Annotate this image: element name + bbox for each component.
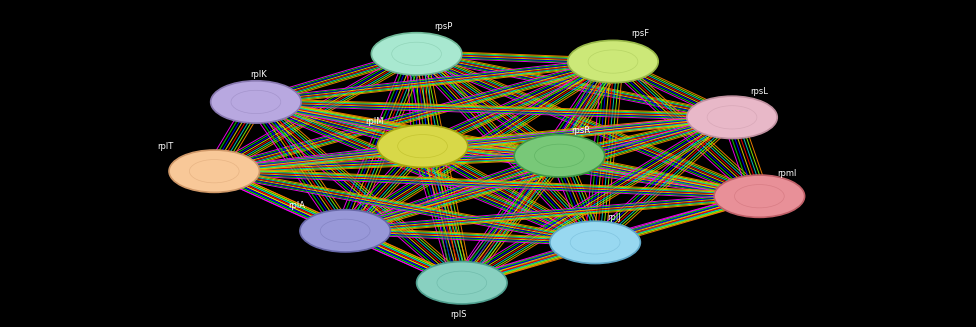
Ellipse shape	[211, 81, 302, 123]
Ellipse shape	[378, 125, 468, 167]
Ellipse shape	[169, 150, 260, 192]
Text: rpsR: rpsR	[571, 126, 590, 135]
Text: rplJ: rplJ	[607, 213, 621, 222]
Text: rpsP: rpsP	[434, 22, 453, 31]
Ellipse shape	[568, 41, 658, 83]
Text: rplK: rplK	[250, 70, 266, 79]
Ellipse shape	[549, 221, 640, 264]
Text: rplT: rplT	[157, 142, 174, 151]
Ellipse shape	[714, 175, 804, 217]
Ellipse shape	[687, 96, 777, 139]
Ellipse shape	[300, 210, 390, 252]
Text: rpsL: rpsL	[750, 87, 768, 96]
Text: rplS: rplS	[450, 310, 467, 319]
Ellipse shape	[371, 33, 462, 75]
Ellipse shape	[417, 262, 508, 304]
Text: rplM: rplM	[365, 117, 384, 126]
Text: rpml: rpml	[777, 169, 796, 178]
Text: rpsF: rpsF	[630, 29, 649, 38]
Ellipse shape	[514, 135, 605, 177]
Text: rplA: rplA	[288, 201, 305, 210]
